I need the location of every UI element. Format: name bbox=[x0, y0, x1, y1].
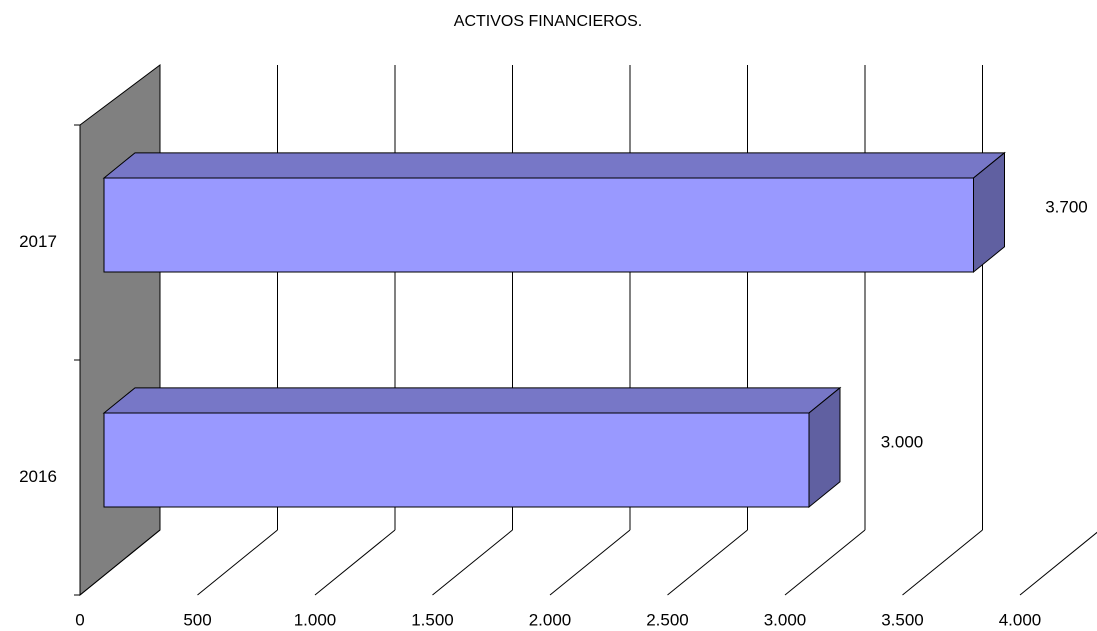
floor-line bbox=[784, 529, 866, 596]
floor-line bbox=[1019, 531, 1097, 596]
bar-top bbox=[102, 387, 842, 414]
value-label: 3.700 bbox=[1045, 197, 1088, 216]
x-tick-label: 2.000 bbox=[529, 610, 572, 629]
floor-line bbox=[432, 529, 513, 596]
x-tick-label: 1.000 bbox=[294, 610, 337, 629]
x-tick-label: 4.000 bbox=[999, 610, 1042, 629]
value-label: 3.000 bbox=[881, 432, 924, 451]
x-tick-label: 3.000 bbox=[764, 610, 807, 629]
x-tick-label: 500 bbox=[183, 610, 211, 629]
y-tick-label: 2017 bbox=[19, 232, 57, 251]
floor-line bbox=[197, 529, 278, 596]
x-tick-label: 3.500 bbox=[881, 610, 924, 629]
floor-line bbox=[902, 529, 983, 596]
bar bbox=[103, 412, 810, 508]
y-tick-label: 2016 bbox=[19, 467, 57, 486]
chart-title: ACTIVOS FINANCIEROS. bbox=[454, 13, 642, 30]
floor-line bbox=[667, 529, 748, 596]
side-wall bbox=[79, 64, 161, 597]
floor-line bbox=[79, 529, 161, 596]
bar-top bbox=[102, 152, 1006, 179]
floor-line bbox=[314, 529, 396, 596]
bar bbox=[103, 177, 974, 273]
x-tick-label: 0 bbox=[75, 610, 84, 629]
x-tick-label: 2.500 bbox=[646, 610, 689, 629]
x-tick-label: 1.500 bbox=[411, 610, 454, 629]
floor-line bbox=[549, 529, 631, 596]
